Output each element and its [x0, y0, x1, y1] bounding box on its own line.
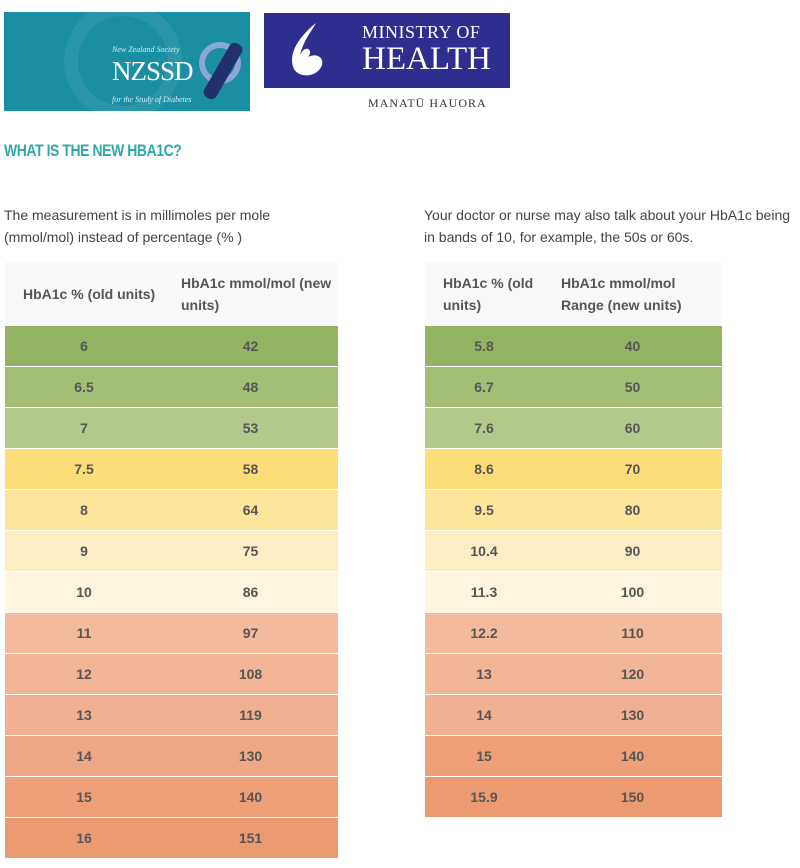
ministry-of-health-logo: MINISTRY OF HEALTH [264, 13, 510, 88]
mmol-cell: 130 [163, 735, 338, 777]
logo-subtitle: MANATŪ HAUORA [368, 96, 487, 110]
percent-cell: 9.5 [425, 489, 543, 531]
percent-cell: 6.5 [5, 366, 163, 408]
table-row: 15 140 [5, 776, 338, 818]
mmol-cell: 151 [163, 817, 338, 858]
column-header: HbA1c % (old units) [425, 262, 543, 326]
column-header: HbA1c mmol/mol Range (new units) [543, 262, 722, 326]
percent-cell: 10.4 [425, 530, 543, 572]
percent-cell: 5.8 [425, 325, 543, 367]
percent-cell: 8 [5, 489, 163, 531]
left-intro: The measurement is in millimoles per mol… [4, 207, 271, 245]
mmol-cell: 90 [543, 530, 722, 572]
logo-subtext: New Zealand Society [112, 45, 180, 54]
mmol-cell: 60 [543, 407, 722, 449]
mmol-cell: 50 [543, 366, 722, 408]
table-row: 6.7 50 [425, 366, 722, 408]
percent-cell: 10 [5, 571, 163, 613]
table-row: 12.2 110 [425, 612, 722, 654]
table-row: 10.4 90 [425, 530, 722, 572]
table-row: 13 119 [5, 694, 338, 736]
mmol-cell: 108 [163, 653, 338, 695]
table-row: 16 151 [5, 817, 338, 858]
percent-cell: 13 [5, 694, 163, 736]
mmol-cell: 58 [163, 448, 338, 490]
percent-cell: 15 [5, 776, 163, 818]
column-header: HbA1c mmol/mol (new units) [163, 262, 338, 326]
mmol-cell: 53 [163, 407, 338, 449]
mmol-cell: 100 [543, 571, 722, 613]
mmol-cell: 42 [163, 325, 338, 367]
table-row: 9.5 80 [425, 489, 722, 531]
mmol-cell: 140 [543, 735, 722, 777]
mmol-cell: 97 [163, 612, 338, 654]
table-row: 7.5 58 [5, 448, 338, 490]
percent-cell: 16 [5, 817, 163, 858]
column-header: HbA1c % (old units) [5, 262, 163, 326]
conversion-table: HbA1c % (old units) HbA1c mmol/mol (new … [5, 262, 338, 858]
table-row: 8.6 70 [425, 448, 722, 490]
table-row: 15 140 [425, 735, 722, 777]
table-row: 12 108 [5, 653, 338, 695]
mmol-cell: 86 [163, 571, 338, 613]
nzssd-logo: New Zealand Society NZSSD for the Study … [4, 12, 250, 111]
page-title: WHAT IS THE NEW HBA1C? [4, 141, 182, 160]
mmol-cell: 40 [543, 325, 722, 367]
percent-cell: 12 [5, 653, 163, 695]
logo-line1: MINISTRY OF [362, 22, 481, 42]
percent-cell: 15 [425, 735, 543, 777]
mmol-cell: 70 [543, 448, 722, 490]
percent-cell: 7.5 [5, 448, 163, 490]
table-row: 15.9 150 [425, 776, 722, 817]
table-row: 8 64 [5, 489, 338, 531]
table-row: 14 130 [5, 735, 338, 777]
mmol-cell: 75 [163, 530, 338, 572]
table-row: 14 130 [425, 694, 722, 736]
mmol-cell: 119 [163, 694, 338, 736]
percent-cell: 6.7 [425, 366, 543, 408]
mmol-cell: 150 [543, 776, 722, 817]
mmol-cell: 80 [543, 489, 722, 531]
percent-cell: 14 [5, 735, 163, 777]
table-row: 6 42 [5, 325, 338, 367]
percent-cell: 7 [5, 407, 163, 449]
percent-cell: 7.6 [425, 407, 543, 449]
mmol-cell: 140 [163, 776, 338, 818]
mmol-cell: 130 [543, 694, 722, 736]
percent-cell: 11.3 [425, 571, 543, 613]
logo-acronym: NZSSD [112, 56, 194, 86]
table-row: 7.6 60 [425, 407, 722, 449]
mmol-cell: 120 [543, 653, 722, 695]
table-row: 11 97 [5, 612, 338, 654]
table-row: 10 86 [5, 571, 338, 613]
mmol-cell: 110 [543, 612, 722, 654]
table-row: 13 120 [425, 653, 722, 695]
table-row: 6.5 48 [5, 366, 338, 408]
percent-cell: 9 [5, 530, 163, 572]
percent-cell: 8.6 [425, 448, 543, 490]
table-row: 9 75 [5, 530, 338, 572]
table-row: 11.3 100 [425, 571, 722, 613]
percent-cell: 6 [5, 325, 163, 367]
percent-cell: 13 [425, 653, 543, 695]
table-row: 5.8 40 [425, 325, 722, 367]
table-row: 7 53 [5, 407, 338, 449]
logo-line2: HEALTH [362, 41, 491, 77]
percent-cell: 15.9 [425, 776, 543, 817]
mmol-cell: 48 [163, 366, 338, 408]
koru-icon [292, 23, 323, 76]
percent-cell: 12.2 [425, 612, 543, 654]
percent-cell: 11 [5, 612, 163, 654]
bands-table: HbA1c % (old units) HbA1c mmol/mol Range… [425, 262, 722, 817]
logo-subtext: for the Study of Diabetes [112, 95, 192, 104]
right-intro: Your doctor or nurse may also talk about… [424, 207, 791, 245]
percent-cell: 14 [425, 694, 543, 736]
mmol-cell: 64 [163, 489, 338, 531]
